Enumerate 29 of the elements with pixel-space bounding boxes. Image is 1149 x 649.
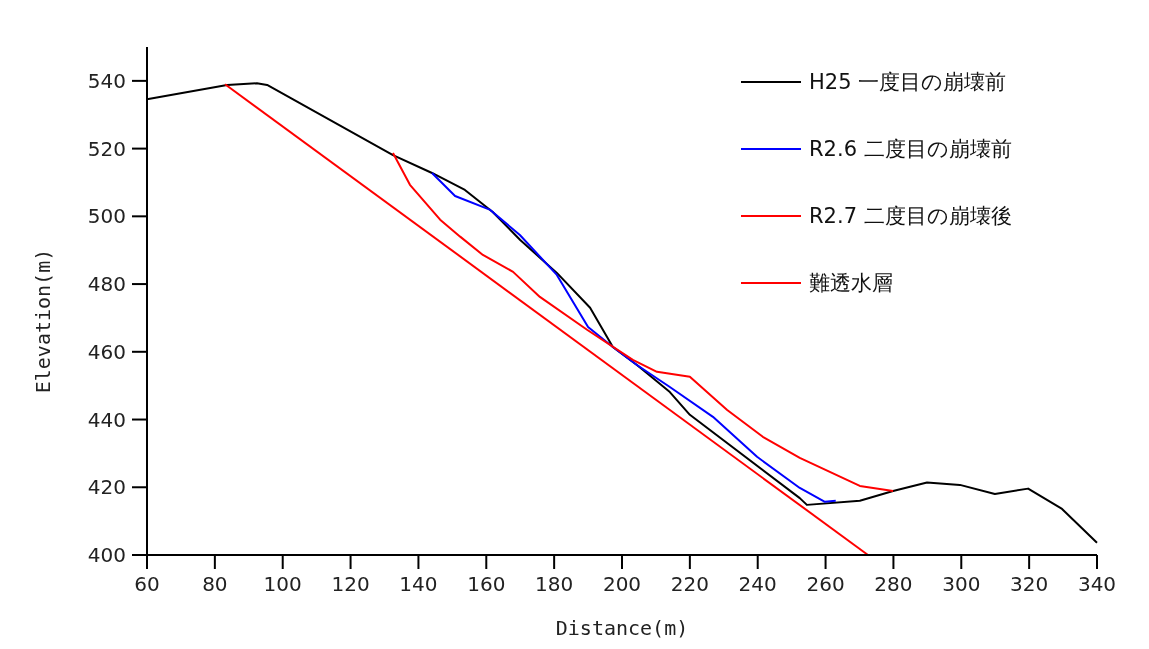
x-tick-label: 120 [331,572,370,596]
y-tick-label: 500 [87,204,126,229]
x-axis-title: Distance(m) [555,616,689,640]
x-tick-label: 80 [202,572,228,596]
y-tick-label: 420 [87,475,126,500]
y-tick-label: 460 [87,339,126,364]
y-tick-label: 480 [87,272,126,297]
legend-label: R2.6 二度目の崩壊前 [809,137,1012,162]
y-axis-title: Elevation(m) [31,248,55,394]
y-tick-label: 540 [87,68,126,93]
y-tick-label: 520 [87,136,126,161]
legend-label: R2.7 二度目の崩壊後 [809,204,1012,229]
x-tick-label: 260 [806,572,845,596]
y-tick-label: 440 [87,407,126,432]
x-tick-label: 220 [670,572,709,596]
legend-label: H25 一度目の崩壊前 [809,70,1007,95]
y-tick-label: 400 [87,543,126,567]
x-tick-label: 60 [134,572,160,596]
x-tick-label: 320 [1010,572,1049,596]
x-tick-label: 100 [263,572,302,596]
x-tick-label: 140 [399,572,438,596]
x-tick-label: 340 [1077,572,1117,596]
x-tick-label: 180 [535,572,574,596]
x-tick-label: 240 [738,572,777,596]
legend-label: 難透水層 [809,271,893,296]
x-tick-label: 280 [874,572,913,596]
x-tick-label: 160 [467,572,506,596]
x-tick-label: 300 [942,572,981,596]
x-tick-label: 200 [602,572,642,596]
